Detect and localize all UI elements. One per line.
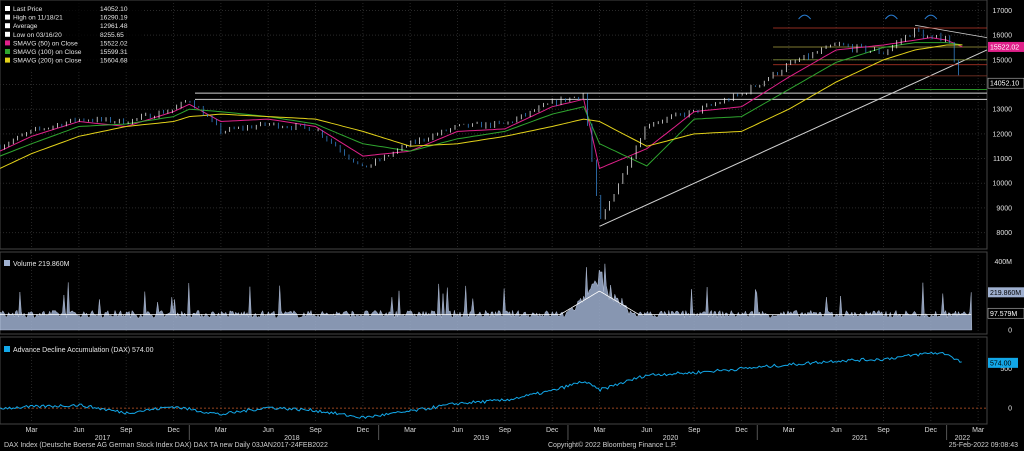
ad-panel-frame bbox=[0, 336, 988, 425]
legend-value: 8255.65 bbox=[100, 32, 124, 39]
x-month-label: Mar bbox=[783, 427, 796, 434]
price-legend: Last Price 14052.10 High on 11/18/21 16290.… bbox=[2, 3, 143, 70]
ad-legend-swatch bbox=[4, 346, 10, 352]
legend-value: 15604.68 bbox=[100, 58, 128, 65]
legend-label: SMAVG (100) on Close bbox=[13, 49, 82, 56]
ad-y-tick: 0 bbox=[1008, 406, 1012, 413]
legend-label: Low on 03/16/20 bbox=[13, 32, 62, 39]
footer-right: 25-Feb-2022 09:08:43 bbox=[948, 442, 1018, 449]
bloomberg-chart: 1700016000150001400013000120001100010000… bbox=[0, 0, 1024, 441]
x-month-label: Jun bbox=[452, 427, 463, 434]
x-year-label: 2021 bbox=[852, 435, 868, 441]
volume-avg-tag-text: 97.579M bbox=[990, 311, 1017, 318]
sma-line-100 bbox=[0, 42, 963, 167]
volume-legend: Volume 219.860M bbox=[4, 260, 70, 268]
volume-layer bbox=[0, 263, 973, 331]
legend-value: 12961.48 bbox=[100, 23, 128, 30]
x-month-label: Mar bbox=[593, 427, 606, 434]
ad-legend-text: Advance Decline Accumulation (DAX) 574.0… bbox=[13, 347, 154, 354]
footer-bar: DAX Index (Deutsche Boerse AG German Sto… bbox=[0, 441, 1024, 451]
legend-swatch bbox=[5, 6, 10, 11]
uptrend-line bbox=[599, 49, 988, 227]
x-month-label: Dec bbox=[735, 427, 748, 434]
peak-marker bbox=[798, 14, 812, 20]
volume-average-line bbox=[0, 290, 972, 315]
price-y-tick: 16000 bbox=[993, 33, 1013, 40]
x-year-label: 2018 bbox=[284, 435, 300, 441]
ad-tag-text: 574.00 bbox=[990, 360, 1012, 367]
legend-label: Last Price bbox=[13, 6, 43, 13]
sma50-tag-text: 15522.02 bbox=[990, 44, 1019, 51]
sma50-tag bbox=[988, 41, 1024, 52]
x-month-label: Sep bbox=[499, 427, 512, 434]
x-month-label: Sep bbox=[309, 427, 322, 434]
x-month-label: Jun bbox=[263, 427, 274, 434]
last-price-tag bbox=[987, 77, 1024, 89]
legend-value: 16290.19 bbox=[100, 15, 128, 22]
legend-label: High on 11/18/21 bbox=[13, 15, 63, 22]
volume-tag-text: 219.860M bbox=[990, 290, 1021, 297]
peak-marker bbox=[924, 14, 938, 20]
x-month-label: Mar bbox=[215, 427, 228, 434]
x-year-label: 2022 bbox=[955, 435, 971, 441]
legend-value: 14052.10 bbox=[100, 6, 128, 13]
ad-y-tick: 500 bbox=[1000, 366, 1012, 373]
price-y-tick: 12000 bbox=[993, 131, 1013, 138]
price-y-tick: 10000 bbox=[993, 181, 1013, 188]
sma-line-50 bbox=[0, 37, 963, 170]
x-month-label: Jun bbox=[641, 427, 652, 434]
legend-swatch bbox=[5, 49, 10, 54]
sma-line-200 bbox=[0, 44, 963, 169]
x-year-label: 2020 bbox=[663, 435, 679, 441]
volume-tag bbox=[988, 287, 1024, 298]
price-y-tick: 11000 bbox=[993, 156, 1012, 163]
legend-swatch bbox=[5, 23, 10, 29]
price-y-tick: 13000 bbox=[993, 107, 1013, 114]
x-month-label: Dec bbox=[357, 427, 370, 434]
legend-label: SMAVG (50) on Close bbox=[13, 40, 78, 47]
x-month-label: Sep bbox=[688, 427, 701, 434]
volume-legend-swatch bbox=[4, 260, 10, 266]
x-month-label: Mar bbox=[26, 427, 39, 434]
footer-left: DAX Index (Deutsche Boerse AG German Sto… bbox=[4, 442, 328, 449]
ad-line bbox=[0, 351, 962, 419]
price-y-tick: 17000 bbox=[993, 8, 1013, 15]
legend-value: 15599.31 bbox=[100, 49, 128, 56]
peak-marker bbox=[884, 14, 898, 20]
last-price-tag-text: 14052.10 bbox=[990, 81, 1019, 88]
volume-area bbox=[0, 263, 973, 331]
axis-layer: 1700016000150001400013000120001100010000… bbox=[26, 8, 1024, 441]
price-y-tick: 15000 bbox=[993, 57, 1013, 64]
volume-y-tick: 0 bbox=[1008, 328, 1012, 335]
legend-label: Average bbox=[13, 23, 38, 30]
legend-value: 15522.02 bbox=[100, 40, 128, 47]
x-year-label: 2019 bbox=[473, 435, 489, 441]
legend-swatch bbox=[5, 40, 10, 46]
ad-layer bbox=[0, 351, 987, 419]
volume-y-tick: 400M bbox=[994, 259, 1012, 266]
x-month-label: Mar bbox=[404, 427, 417, 434]
legend-swatch bbox=[5, 57, 10, 63]
x-month-label: Mar bbox=[972, 427, 985, 434]
legend-swatch bbox=[5, 14, 10, 20]
x-month-label: Dec bbox=[925, 427, 938, 434]
legend-swatch bbox=[5, 31, 10, 37]
x-month-label: Dec bbox=[167, 427, 180, 434]
footer-center: Copyright© 2022 Bloomberg Finance L.P. bbox=[548, 442, 677, 449]
trend-line-upper bbox=[914, 24, 988, 39]
x-year-label: 2017 bbox=[95, 435, 111, 441]
volume-avg-tag bbox=[987, 307, 1024, 319]
ad-tag bbox=[988, 357, 1018, 368]
price-y-tick: 9000 bbox=[996, 205, 1012, 212]
volume-legend-text: Volume 219.860M bbox=[13, 261, 70, 268]
x-month-label: Sep bbox=[877, 427, 890, 434]
x-month-label: Dec bbox=[546, 427, 559, 434]
legend-label: SMAVG (200) on Close bbox=[13, 58, 82, 65]
ad-legend: Advance Decline Accumulation (DAX) 574.0… bbox=[4, 346, 154, 354]
x-month-label: Jun bbox=[73, 427, 84, 434]
price-y-tick: 8000 bbox=[996, 230, 1012, 237]
price-layer bbox=[0, 14, 988, 227]
x-month-label: Sep bbox=[120, 427, 133, 434]
x-month-label: Jun bbox=[831, 427, 842, 434]
